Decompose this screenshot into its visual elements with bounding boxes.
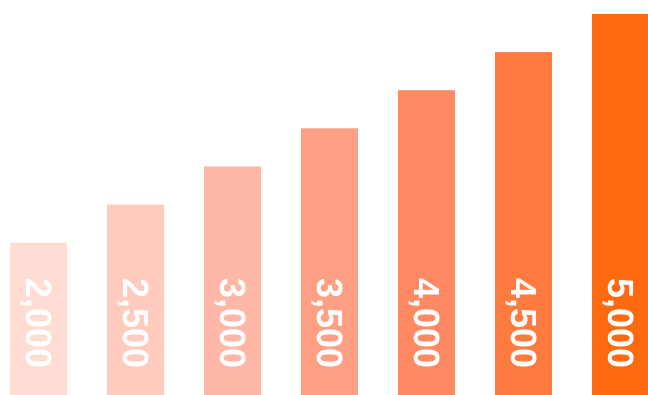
bars-group: [10, 14, 648, 395]
bar-value-label-5: 4,000: [406, 278, 447, 368]
bar-value-label-1: 2,000: [18, 278, 59, 368]
bar-3: [204, 166, 261, 395]
bar-6: [495, 52, 552, 395]
bar-value-label-6: 4,500: [503, 278, 544, 368]
bar-2: [107, 204, 164, 395]
bar-1: [10, 242, 67, 395]
bar-5: [398, 90, 455, 395]
bar-value-label-2: 2,500: [115, 278, 156, 368]
bar-labels-group: 2,000 2,500 3,000 3,500 4,000 4,500 5,000: [18, 278, 641, 368]
bar-4: [301, 128, 358, 395]
bar-7: [592, 14, 648, 395]
bar-value-label-4: 3,500: [309, 278, 350, 368]
bar-value-label-7: 5,000: [600, 278, 641, 368]
bar-value-label-3: 3,000: [212, 278, 253, 368]
